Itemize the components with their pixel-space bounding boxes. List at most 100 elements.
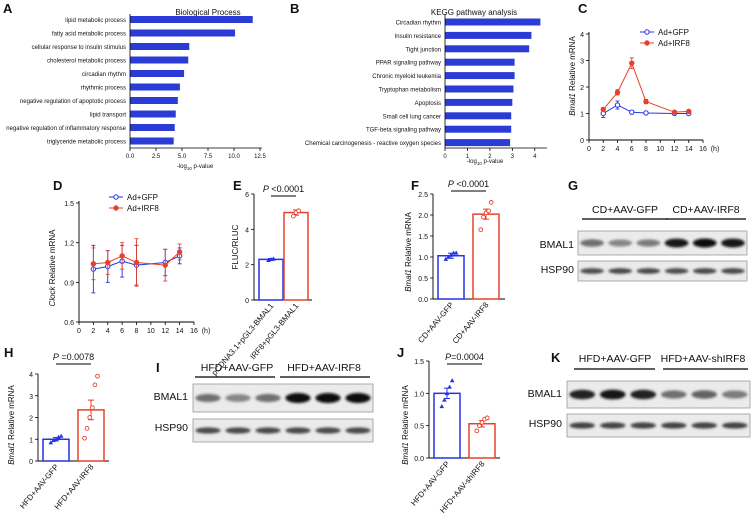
bar — [445, 112, 512, 120]
blot-band — [691, 390, 718, 399]
panel-i-group-1: HFD+AAV-GFP — [201, 362, 273, 374]
x-tick-label: 5.0 — [178, 154, 187, 160]
bar — [433, 392, 461, 459]
blot-band — [664, 238, 689, 248]
legend-label: Ad+IRF8 — [658, 39, 690, 48]
x-tick-label: 6 — [120, 328, 124, 335]
legend-label: Ad+IRF8 — [127, 204, 159, 213]
blot-band — [285, 427, 311, 434]
data-point — [90, 261, 97, 267]
blot-strip — [577, 260, 748, 282]
x-tick-label: 6 — [630, 146, 634, 153]
x-category-label: IRF8+pGL3-BMAL1 — [248, 301, 301, 361]
y-tick-label: 1.5 — [414, 359, 424, 366]
bar — [445, 18, 541, 26]
blot-band — [225, 394, 251, 402]
blot-band — [315, 427, 341, 434]
panel-label-j: J — [397, 345, 404, 360]
data-point — [56, 434, 61, 439]
blot-band — [195, 393, 221, 403]
data-point — [629, 109, 635, 115]
panel-k-group-1: HFD+AAV-GFP — [579, 353, 651, 365]
panel-label-e: E — [233, 178, 242, 193]
blot-strip — [192, 383, 374, 413]
bar — [468, 422, 496, 459]
data-point — [291, 213, 296, 219]
blot-band — [255, 427, 281, 434]
panel-c-ylabel: Bmal1 Relative mRNA — [568, 36, 577, 116]
panel-g-row-hsp90: HSP90 — [541, 264, 574, 276]
blot-band — [580, 268, 604, 274]
bar — [445, 98, 513, 106]
data-point — [600, 106, 606, 113]
y-tick-label: 2 — [29, 416, 33, 423]
data-point — [443, 256, 449, 261]
panel-g-group-2: CD+AAV-IRF8 — [672, 204, 739, 216]
data-point — [449, 378, 455, 383]
blot-band — [195, 427, 221, 434]
bar — [42, 438, 70, 462]
data-point — [474, 428, 480, 434]
y-tick-label: 1 — [29, 437, 33, 444]
x-tick-label: 8 — [644, 146, 648, 153]
y-tick-label: 4 — [580, 32, 584, 39]
x-tick-label: 0 — [77, 328, 81, 335]
panel-k-group-2: HFD+AAV-shIRF8 — [661, 353, 746, 365]
x-tick-label: 14 — [176, 328, 184, 335]
bar — [130, 124, 175, 131]
y-tick-label: 2.5 — [418, 192, 428, 199]
legend-label: Ad+GFP — [127, 193, 158, 202]
x-tick-label: 0.0 — [126, 154, 135, 160]
x-category-label: CD+AAV-IRF8 — [451, 300, 491, 345]
category-label: lipid transport — [90, 113, 126, 119]
panel-e: E 0246pCDNA3.1+pGL3-BMAL1IRF8+pGL3-BMAL1… — [210, 178, 312, 377]
data-point — [614, 102, 621, 108]
data-point — [296, 208, 301, 214]
bar — [130, 137, 174, 145]
y-tick-label: 4 — [245, 227, 249, 234]
panel-e-ylabel: FLUC/RLUC — [231, 224, 240, 269]
data-point — [58, 433, 64, 438]
panel-label-g: G — [568, 178, 578, 193]
x-tick-label: 8 — [135, 328, 139, 335]
bar — [130, 70, 185, 77]
y-tick-label: 2 — [245, 263, 249, 270]
legend-marker — [113, 205, 119, 211]
panel-b-xlabel: -log10 p-value — [467, 159, 504, 166]
legend-marker — [644, 29, 650, 35]
data-point — [686, 108, 692, 115]
category-label: lipid metabolic process — [65, 18, 126, 24]
blot-strip — [566, 413, 751, 438]
blot-strip — [192, 418, 374, 443]
data-point — [442, 397, 447, 402]
panel-f-ylabel: Bmal1 Relative mRNA — [404, 212, 413, 292]
y-tick-label: 0 — [580, 138, 584, 145]
panel-h-ylabel: Bmal1 Relative mRNA — [7, 385, 16, 465]
data-point — [629, 60, 635, 66]
panel-i-group-2: HFD+AAV-IRF8 — [287, 362, 361, 374]
data-point — [481, 214, 486, 220]
data-point — [271, 256, 276, 261]
blot-band — [692, 238, 717, 248]
x-tick-label: 12 — [161, 328, 169, 335]
y-tick-label: 1.0 — [418, 255, 428, 262]
y-tick-label: 1 — [580, 112, 584, 119]
y-tick-label: 1.5 — [64, 201, 74, 208]
data-point — [444, 391, 450, 396]
blot-band — [630, 422, 657, 429]
y-tick-label: 2.0 — [418, 213, 428, 220]
y-tick-label: 0.5 — [414, 424, 424, 431]
blot-band — [660, 422, 687, 429]
data-point — [53, 436, 59, 442]
x-tick-label: 10 — [147, 328, 155, 335]
panel-label-d: D — [53, 178, 62, 193]
bar — [445, 58, 515, 66]
y-tick-label: 0.9 — [64, 280, 74, 287]
panel-i-row-hsp90: HSP90 — [155, 422, 188, 434]
category-label: Chemical carcinogenesis - reactive oxyge… — [305, 141, 441, 147]
x-tick-label: 2 — [601, 146, 605, 153]
panel-k-row-hsp90: HSP90 — [529, 418, 562, 430]
category-label: TGF-beta signaling pathway — [366, 128, 441, 134]
data-point — [133, 259, 140, 266]
